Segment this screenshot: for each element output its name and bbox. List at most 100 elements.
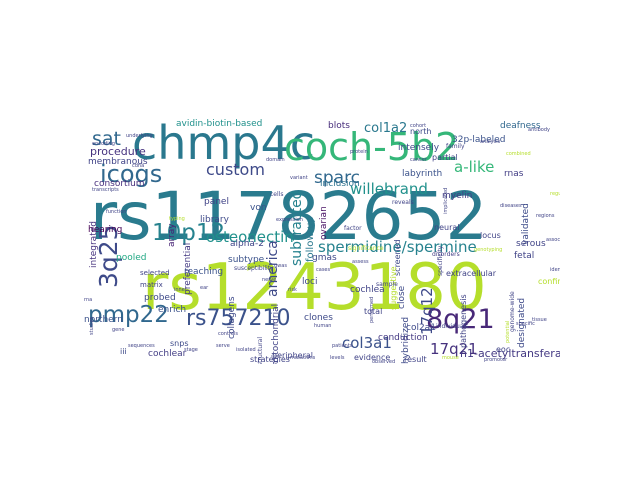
word-tissue: tissue (532, 317, 547, 323)
word-rs1243180: rs1243180 (142, 251, 487, 325)
word-avidin-biotin-based: avidin-biotin-based (176, 119, 263, 129)
word-library: library (200, 215, 229, 225)
word-reaching: reaching (184, 267, 224, 277)
word-willebrand: willebrand (350, 180, 428, 198)
word-labyrinth: labyrinth (402, 169, 443, 179)
word-northern: northern (84, 315, 123, 325)
word-expression: expression (276, 217, 303, 223)
word-specific: specific (516, 321, 535, 327)
word-significance: significance (348, 245, 384, 252)
word-peripheral: peripheral (272, 351, 313, 360)
word-cochlear: cochlear (148, 349, 187, 359)
word-cells: cells (270, 191, 284, 198)
word-serous: serous (516, 239, 546, 249)
word-32p-labeled: 32p-labeled (452, 135, 506, 145)
word-extracellular: extracellular (446, 269, 497, 278)
word-levels: levels (330, 355, 345, 361)
word-protein: protein (350, 149, 368, 155)
word-loci: loci (302, 277, 318, 287)
word-strategies: strategies (250, 355, 290, 364)
word-cdna: cdna (132, 163, 145, 169)
word-deafness: deafness (500, 121, 541, 131)
word-transcripts: transcripts (92, 187, 119, 193)
word-17q21: 17q21 (430, 340, 478, 358)
word-cancer: cancer (410, 157, 427, 163)
word-cochlea: cochlea (350, 285, 385, 295)
word-potential: potential (505, 320, 511, 343)
word-north: north (410, 127, 432, 136)
word-partial: partial (432, 153, 458, 162)
word-membranous: membranous (88, 157, 148, 167)
word-risk: risk (288, 287, 297, 293)
word-osteonectin: osteonectin (206, 228, 294, 246)
word-gmas: gmas (312, 253, 337, 263)
word-sat: sat (92, 128, 121, 150)
word-rs757210: rs757210 (186, 306, 291, 331)
word-spermidine-spermine: spermidine/spermine (318, 238, 477, 256)
word-controls: controls (218, 331, 238, 337)
word-reveals: reveals (392, 199, 414, 206)
word-col1a2: col1a2 (364, 121, 408, 136)
word-myelin: myelin (442, 191, 473, 201)
word-alpha-2: alpha-2 (230, 239, 264, 249)
word-gwas: gwas (274, 263, 287, 269)
word-procedure: procedure (90, 145, 146, 158)
word-typing: typing (169, 216, 185, 222)
word-factor: factor (344, 225, 362, 232)
word-consortium: consortium (94, 179, 145, 189)
word-variant: variant (290, 175, 308, 181)
word-neural: neural (434, 223, 460, 232)
word-intensely: intensely (398, 143, 440, 153)
word-associations: associations (546, 237, 560, 243)
word-ovarian: ovarian (319, 206, 329, 240)
word-sequences: sequences (128, 343, 155, 349)
word-array: array (167, 223, 177, 247)
word-evidence: evidence (354, 353, 391, 362)
word-n1-acetyltransferase: n1-acetyltransferase (460, 347, 560, 360)
word-stage: stage (184, 347, 198, 353)
word-patients: patients (332, 343, 353, 349)
word-confirm: confirm (538, 277, 560, 286)
word-performed: performed (369, 296, 375, 323)
word-rs11782652: rs11782652 (90, 178, 488, 255)
word-function: function (106, 209, 127, 215)
word-a-like: a-like (454, 158, 495, 176)
word-col3a1: col3a1 (342, 334, 392, 352)
word-pmp22: pmp22 (88, 302, 169, 328)
word-conduction: conduction (378, 333, 428, 343)
word-coch-5b2: coch-5b2 (284, 125, 460, 169)
word-custom: custom (206, 160, 265, 179)
word-encoding: encoding (92, 141, 115, 147)
word-panel: panel (204, 197, 229, 207)
word-subtracted: subtracted (289, 190, 305, 266)
word-inclusion: inclusion (320, 179, 360, 189)
word-domain: domain (266, 157, 285, 163)
word-regulation: regulation (550, 191, 560, 197)
word-identified: identified (550, 267, 560, 273)
word-individuals: individuals (436, 323, 469, 330)
word-implicated: implicated (443, 187, 449, 214)
word-assess: assess (352, 259, 369, 265)
word-cloud: rs11782652 rs1243180 chmp4c coch-5b2 icogs 10… (80, 118, 560, 364)
word-inner: inner (174, 287, 187, 293)
word-susceptibility: susceptibility (234, 265, 274, 272)
word-pathogenesis: pathogenesis (459, 293, 468, 348)
word-diseases: diseases (500, 203, 522, 209)
word-locus: locus (480, 231, 501, 240)
word-subtype: subtype (228, 255, 265, 265)
word-von: von (250, 203, 267, 213)
word-analysis: analysis (480, 139, 501, 145)
word-promoter: promoter (484, 357, 508, 363)
word-icogs: icogs (100, 160, 163, 188)
word-disorders: disorders (432, 251, 460, 258)
word-hearing: hearing (88, 225, 123, 235)
word-clones: clones (304, 313, 333, 323)
word-close: close (397, 285, 407, 309)
word-antibody: antibody (528, 127, 550, 133)
word-observed: observed (372, 359, 396, 365)
word-chmp4c: chmp4c (132, 118, 316, 170)
word-pooled: pooled (116, 253, 147, 263)
word-serve: serve (216, 343, 230, 349)
word-snps: snps (170, 339, 189, 348)
word-mouse: mouse (442, 355, 459, 361)
